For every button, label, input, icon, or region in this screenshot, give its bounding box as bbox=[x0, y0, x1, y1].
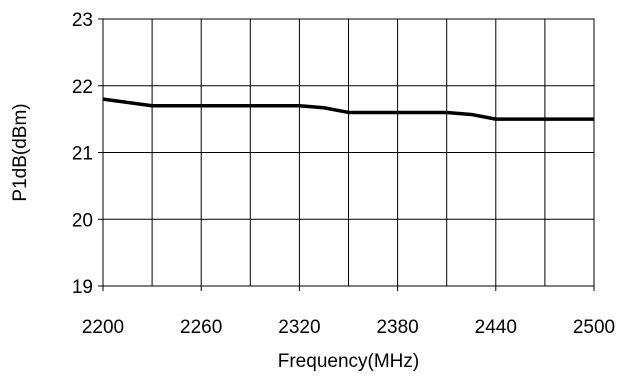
y-tick-label: 20 bbox=[72, 210, 93, 231]
x-tick-label: 2440 bbox=[475, 317, 517, 338]
x-tick-label: 2320 bbox=[278, 317, 320, 338]
series-group bbox=[102, 97, 594, 121]
x-tick-label: 2260 bbox=[180, 317, 222, 338]
y-tick-label: 19 bbox=[72, 277, 93, 298]
x-axis-title: Frequency(MHz) bbox=[278, 351, 419, 372]
x-tick-label: 2200 bbox=[82, 317, 124, 338]
y-tick-label: 23 bbox=[72, 10, 93, 31]
y-axis-title: P1dB(dBm) bbox=[10, 103, 31, 201]
series-line bbox=[102, 97, 594, 121]
x-tick-label: 2380 bbox=[376, 317, 418, 338]
axis-ticks: 19 20 21 22 23 2200 2260 2320 2380 2440 2500 bbox=[72, 10, 615, 338]
x-tick-label: 2500 bbox=[573, 317, 615, 338]
y-tick-label: 22 bbox=[72, 77, 93, 98]
y-tick-label: 21 bbox=[72, 144, 93, 165]
